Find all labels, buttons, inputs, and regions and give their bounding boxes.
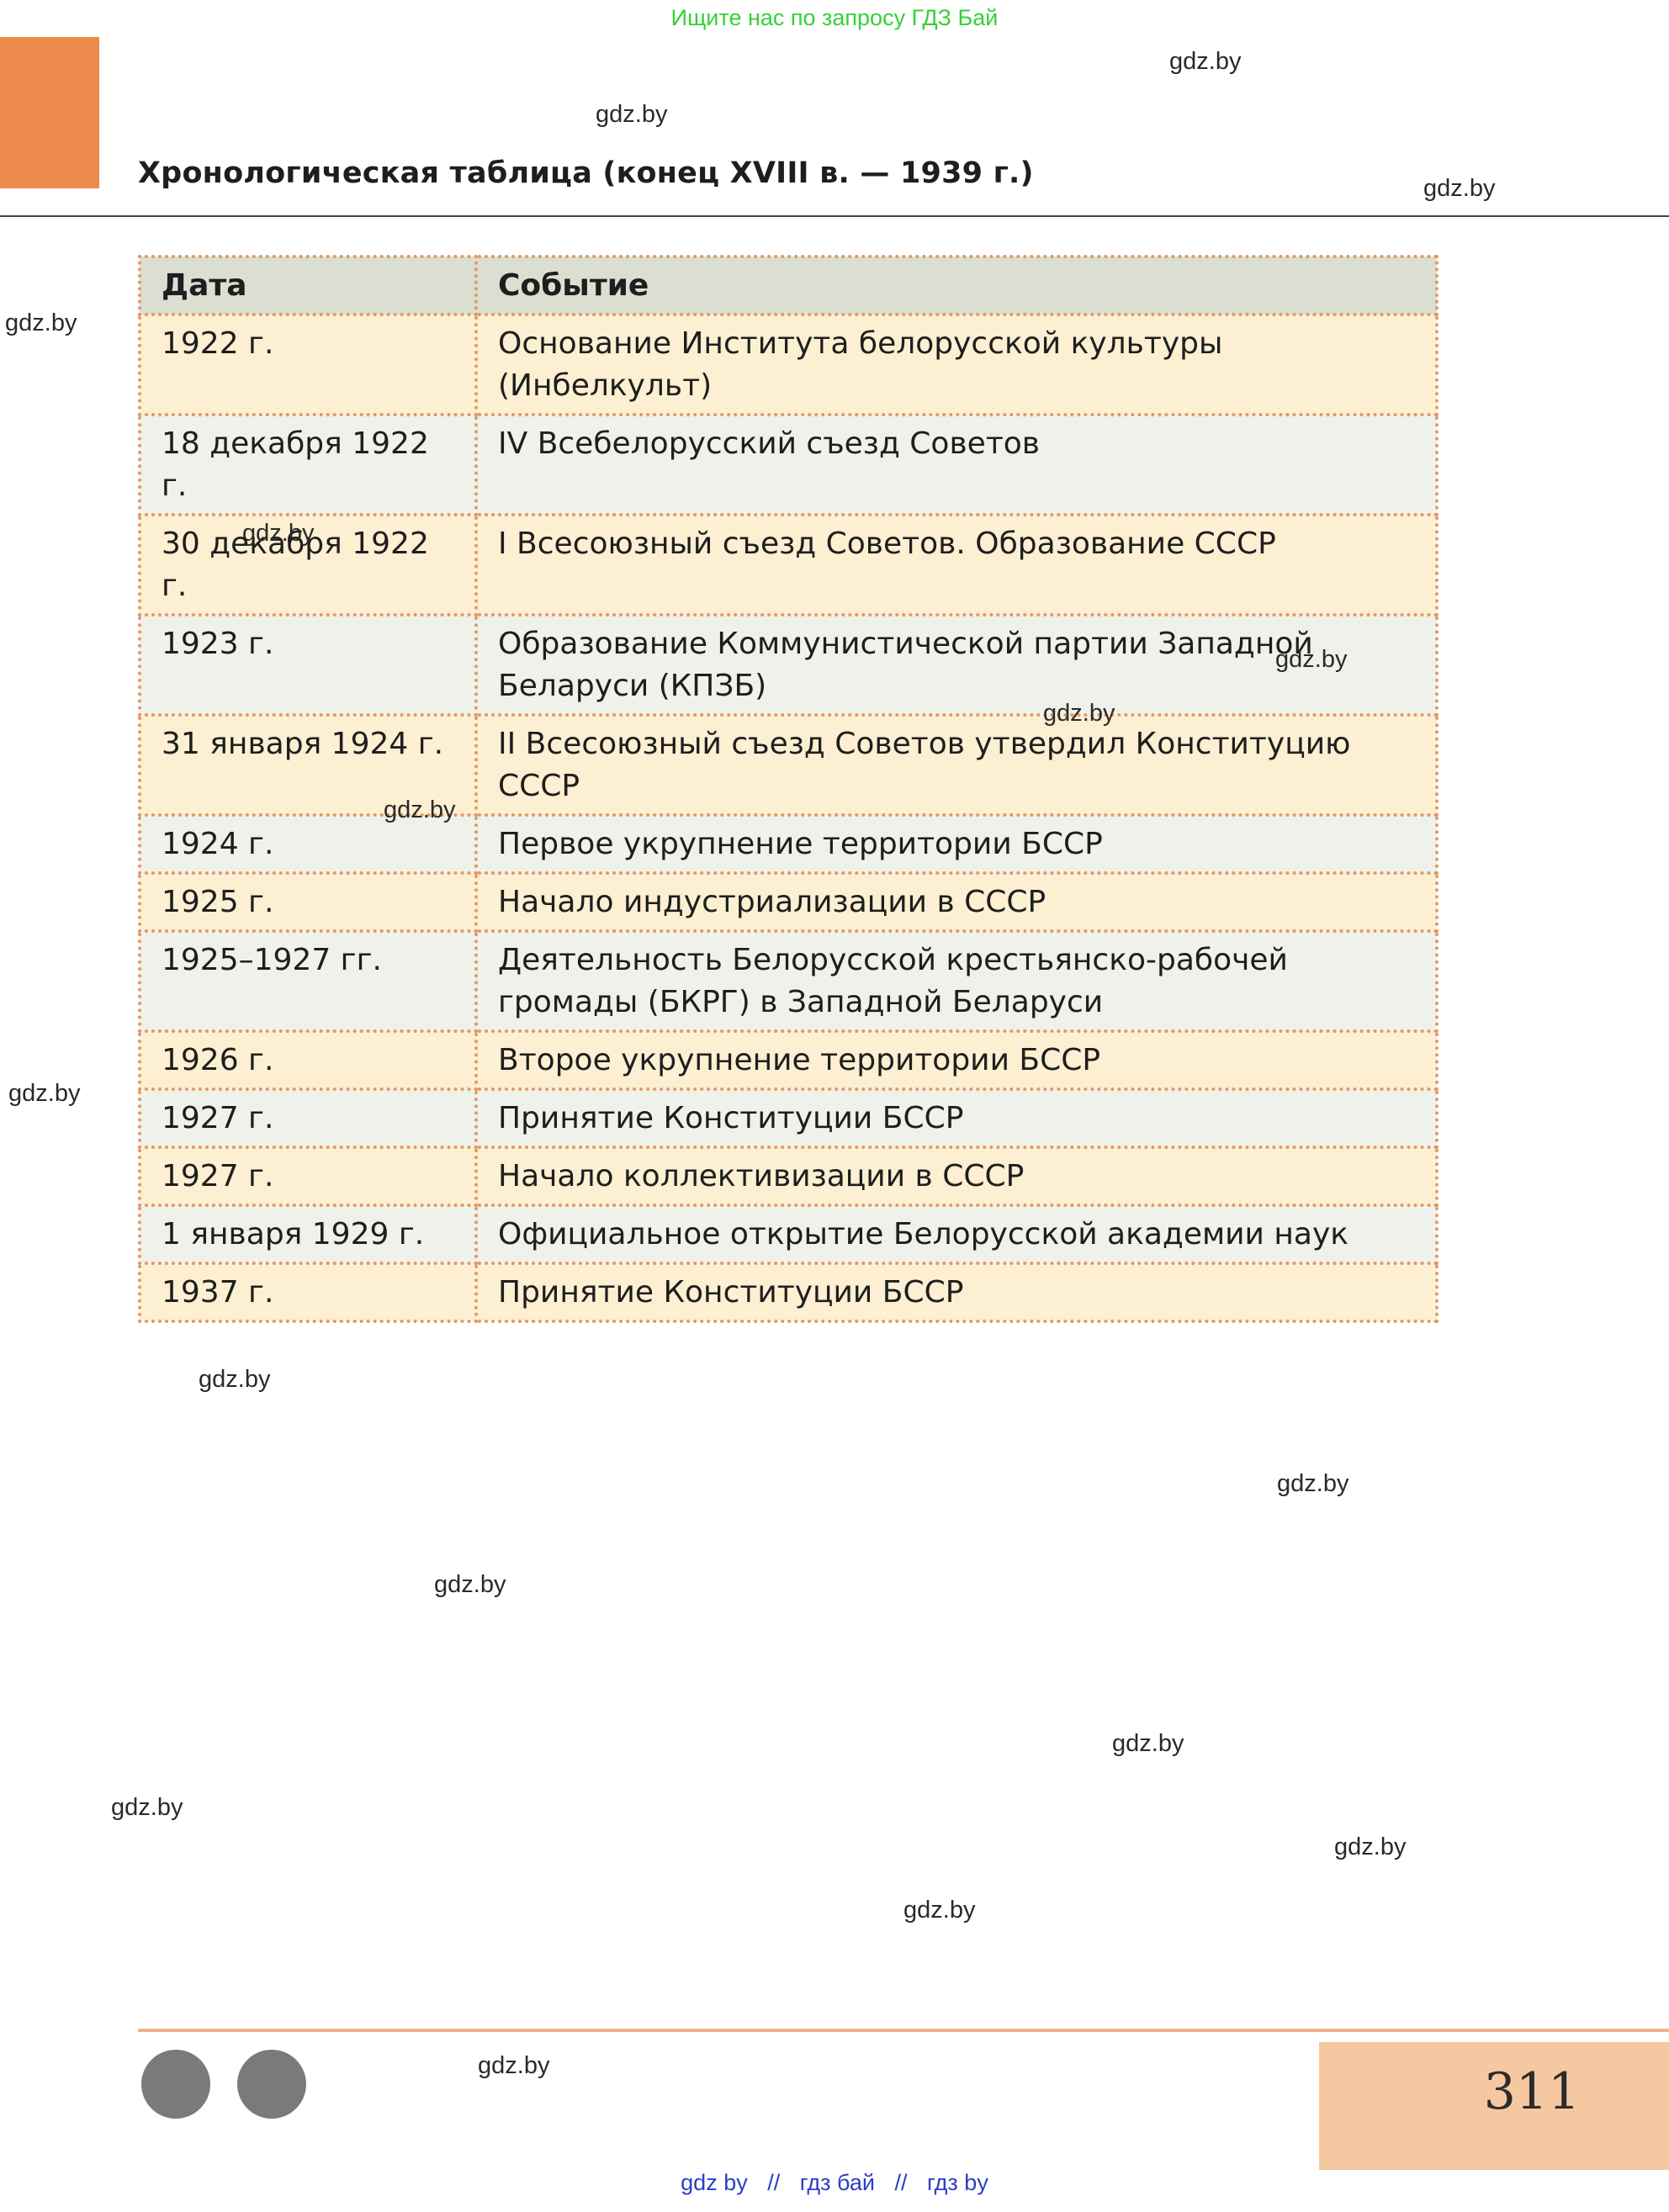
table-row: 1922 г. Основание Института белорусской … [138, 313, 1439, 416]
page-dot-marker [237, 2050, 306, 2119]
event-cell: Образование Коммунистической партии Запа… [474, 613, 1439, 717]
footer-links: gdz by // гдз бай // гдз by [0, 2170, 1669, 2196]
chronology-table: Дата Событие 1922 г. Основание Института… [138, 255, 1439, 1323]
footer-separator: // [767, 2170, 781, 2195]
table-row: 1923 г. Образование Коммунистической пар… [138, 613, 1439, 717]
date-cell: 1927 г. [138, 1146, 478, 1207]
event-cell: Деятельность Белорусской крестьянско-раб… [474, 929, 1439, 1033]
watermark: gdz.by [1423, 175, 1496, 202]
date-cell: 1923 г. [138, 613, 478, 717]
event-cell: Официальное открытие Белорусской академи… [474, 1204, 1439, 1265]
table-row: 1937 г. Принятие Конституции БССР [138, 1262, 1439, 1323]
table-row: 31 января 1924 г. II Всесоюзный съезд Со… [138, 713, 1439, 817]
date-cell: 1 января 1929 г. [138, 1204, 478, 1265]
event-cell: II Всесоюзный съезд Советов утвердил Кон… [474, 713, 1439, 817]
watermark: gdz.by [1043, 700, 1115, 727]
watermark: gdz.by [903, 1897, 976, 1924]
column-header-date: Дата [138, 255, 478, 316]
watermark: gdz.by [434, 1571, 506, 1598]
page-title: Хронологическая таблица (конец XVIII в. … [138, 156, 1034, 190]
table-row: 1924 г. Первое укрупнение территории БСС… [138, 813, 1439, 875]
page-number-box: 311 [1319, 2042, 1669, 2170]
page-number: 311 [1483, 2062, 1581, 2121]
footer-link[interactable]: gdz by [681, 2170, 748, 2195]
event-cell: Начало индустриализации в СССР [474, 871, 1439, 933]
watermark: gdz.by [5, 310, 77, 336]
footer-link[interactable]: гдз by [927, 2170, 988, 2195]
header-divider [0, 215, 1669, 217]
watermark: gdz.by [384, 796, 456, 823]
date-cell: 1925–1927 гг. [138, 929, 478, 1033]
table-row: 18 декабря 1922 г. IV Всебелорусский съе… [138, 413, 1439, 516]
watermark: gdz.by [1112, 1730, 1184, 1757]
date-cell: 1924 г. [138, 813, 478, 875]
table-row: 1925–1927 гг. Деятельность Белорусской к… [138, 929, 1439, 1033]
watermark: gdz.by [199, 1366, 271, 1393]
table-row: 30 декабря 1922 г. I Всесоюзный съезд Со… [138, 513, 1439, 617]
column-header-event: Событие [474, 255, 1439, 316]
event-cell: Второе укрупнение территории БССР [474, 1029, 1439, 1091]
table-row: 1925 г. Начало индустриализации в СССР [138, 871, 1439, 933]
table-header-row: Дата Событие [138, 255, 1439, 316]
watermark: gdz.by [111, 1794, 183, 1821]
date-cell: 1927 г. [138, 1087, 478, 1149]
date-cell: 31 января 1924 г. [138, 713, 478, 817]
page-dot-marker [141, 2050, 210, 2119]
table-row: 1927 г. Начало коллективизации в СССР [138, 1146, 1439, 1207]
event-cell: IV Всебелорусский съезд Советов [474, 413, 1439, 516]
event-cell: Принятие Конституции БССР [474, 1262, 1439, 1323]
event-cell: Основание Института белорусской культуры… [474, 313, 1439, 416]
date-cell: 1925 г. [138, 871, 478, 933]
footer-divider [138, 2029, 1669, 2032]
event-cell: Первое укрупнение территории БССР [474, 813, 1439, 875]
watermark: gdz.by [242, 520, 315, 547]
footer-link[interactable]: гдз бай [799, 2170, 875, 2195]
watermark: gdz.by [1169, 48, 1242, 75]
top-search-note: Ищите нас по запросу ГДЗ Бай [670, 5, 999, 30]
watermark: gdz.by [1334, 1834, 1407, 1860]
date-cell: 18 декабря 1922 г. [138, 413, 478, 516]
footer-separator: // [894, 2170, 908, 2195]
date-cell: 30 декабря 1922 г. [138, 513, 478, 617]
date-cell: 1922 г. [138, 313, 478, 416]
date-cell: 1926 г. [138, 1029, 478, 1091]
chapter-color-tab [0, 37, 99, 188]
table-row: 1926 г. Второе укрупнение территории БСС… [138, 1029, 1439, 1091]
date-cell: 1937 г. [138, 1262, 478, 1323]
event-cell: Начало коллективизации в СССР [474, 1146, 1439, 1207]
watermark: gdz.by [596, 101, 668, 128]
table-row: 1 января 1929 г. Официальное открытие Бе… [138, 1204, 1439, 1265]
watermark: gdz.by [8, 1080, 81, 1107]
table-row: 1927 г. Принятие Конституции БССР [138, 1087, 1439, 1149]
event-cell: Принятие Конституции БССР [474, 1087, 1439, 1149]
watermark: gdz.by [478, 2052, 550, 2079]
event-cell: I Всесоюзный съезд Советов. Образование … [474, 513, 1439, 617]
watermark: gdz.by [1277, 1470, 1349, 1497]
watermark: gdz.by [1275, 646, 1348, 673]
